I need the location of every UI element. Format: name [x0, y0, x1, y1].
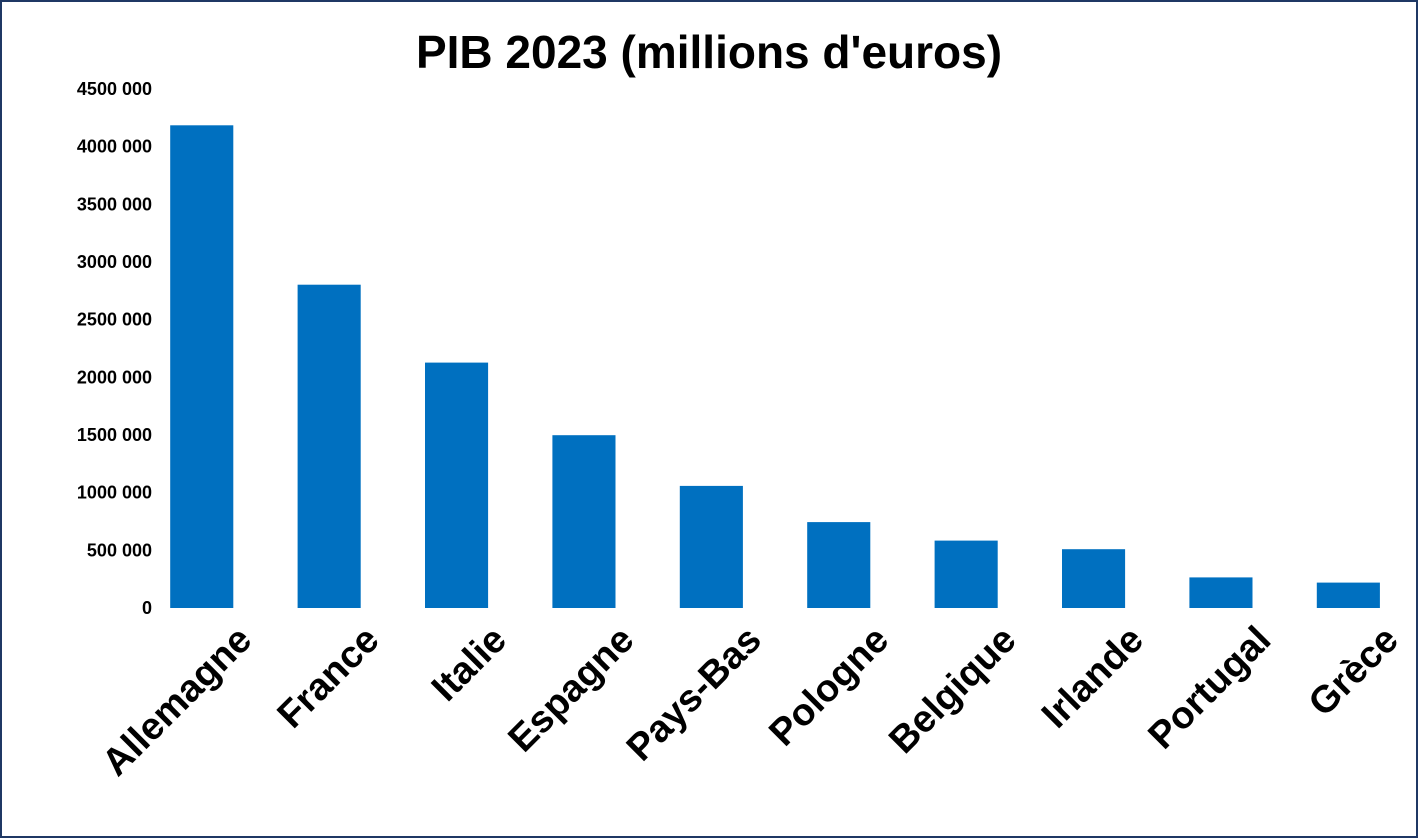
bar-espagne — [552, 435, 616, 608]
bar-gr-ce — [1316, 582, 1380, 608]
bar-pays-bas — [679, 485, 743, 608]
y-tick-label: 3000 000 — [77, 252, 152, 272]
bar-portugal — [1189, 577, 1253, 608]
chart-title: PIB 2023 (millions d'euros) — [416, 26, 1002, 78]
bar-allemagne — [170, 125, 234, 609]
bar-pologne — [807, 522, 871, 608]
y-axis: 0 500 000 1000 000 1500 000 2000 000 2500 000… — [77, 79, 152, 618]
bar-italie — [425, 362, 489, 608]
bar-series — [170, 125, 1380, 609]
x-tick-label: Pologne — [761, 619, 897, 755]
x-tick-label: Irlande — [1034, 619, 1152, 737]
bar-belgique — [934, 540, 998, 608]
x-axis: Allemagne France ItalieEspagnePays-BasPolo… — [94, 619, 1406, 785]
bar-irlande — [1062, 549, 1126, 608]
x-tick-label: Grèce — [1301, 619, 1407, 725]
y-tick-label: 2500 000 — [77, 310, 152, 330]
y-tick-label: 3500 000 — [77, 194, 152, 214]
y-tick-label: 0 — [142, 598, 152, 618]
y-tick-label: 2000 000 — [77, 367, 152, 387]
x-tick-label: Portugal — [1141, 619, 1280, 758]
x-tick-label: Pays-Bas — [619, 619, 770, 770]
y-tick-label: 4500 000 — [77, 79, 152, 99]
y-tick-label: 1500 000 — [77, 425, 152, 445]
x-tick-label: Italie — [424, 619, 515, 710]
bar-france — [297, 284, 361, 608]
y-tick-label: 1000 000 — [77, 483, 152, 503]
x-tick-label: France — [270, 619, 388, 737]
x-tick-label: Allemagne — [94, 619, 260, 785]
x-tick-label: Belgique — [881, 619, 1024, 762]
y-tick-label: 4000 000 — [77, 137, 152, 157]
y-tick-label: 500 000 — [87, 540, 152, 560]
